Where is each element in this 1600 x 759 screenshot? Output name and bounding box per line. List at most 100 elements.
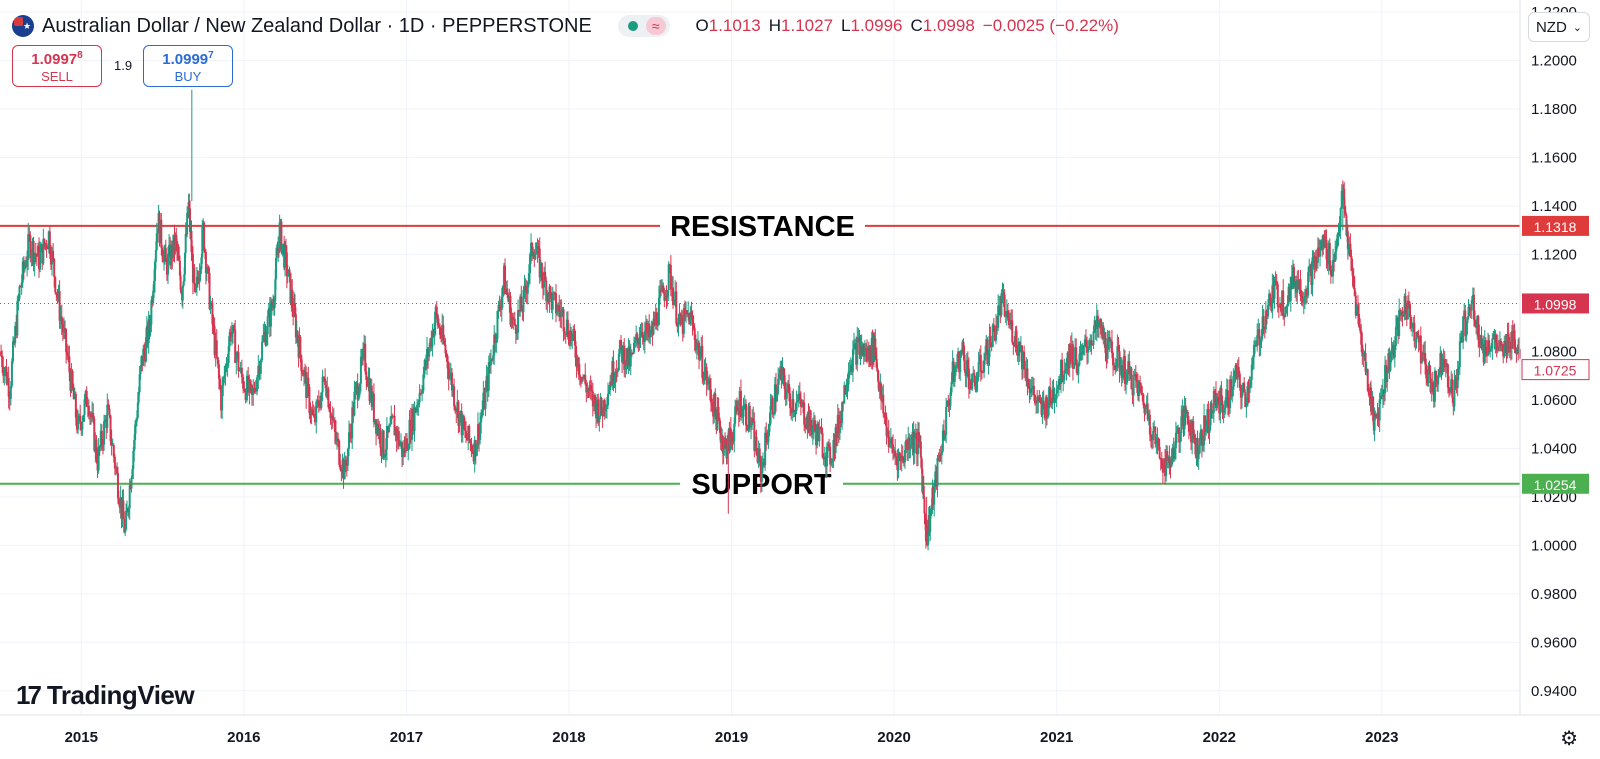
candle-body [278, 222, 281, 251]
candle-body [401, 441, 404, 457]
candle-body [986, 339, 989, 364]
candle-body [1365, 369, 1368, 372]
candle-body [1048, 387, 1051, 409]
candle-body [1314, 256, 1317, 270]
candle-body [152, 290, 155, 303]
candle-body [935, 471, 938, 487]
candle-body [1485, 351, 1488, 356]
candle-body [636, 333, 639, 340]
candle-body [916, 432, 919, 455]
candle-body [1435, 370, 1438, 379]
candle-body [457, 401, 460, 426]
candle-body [199, 268, 202, 274]
candle-body [534, 253, 537, 259]
y-tick-label: 1.2000 [1531, 53, 1577, 70]
candle-body [587, 389, 590, 391]
candle-body [1017, 341, 1020, 356]
candle-body [289, 273, 292, 304]
candle-body [1366, 369, 1369, 391]
candle-body [351, 407, 354, 439]
candle-body [1068, 344, 1071, 368]
candle-body [221, 385, 224, 411]
candle-body [338, 440, 341, 465]
currency-select[interactable]: NZD ⌄ [1528, 12, 1590, 42]
gear-icon[interactable]: ⚙ [1560, 728, 1578, 750]
candle-body [683, 308, 686, 315]
candle-body [1449, 391, 1452, 393]
candle-body [757, 448, 760, 463]
candle-body [444, 344, 447, 354]
candle-body [1427, 365, 1430, 384]
candle-body [5, 367, 8, 384]
candle-body [1135, 380, 1138, 383]
candle-body [662, 285, 665, 293]
candle-body [125, 510, 128, 530]
candle-body [1416, 331, 1419, 338]
candle-body [1045, 397, 1048, 418]
candle-body [247, 375, 250, 393]
candle-body [1039, 400, 1042, 403]
candle-body [644, 322, 647, 332]
candle-body [1180, 416, 1183, 433]
candle-body [698, 342, 701, 360]
candle-body [1265, 310, 1268, 317]
candle-body [1197, 453, 1200, 460]
candle-body [850, 365, 853, 372]
candle-body [1346, 231, 1349, 250]
candle-body [716, 406, 719, 430]
candle-body [798, 393, 801, 400]
candle-body [1178, 427, 1181, 443]
candle-body [1243, 382, 1246, 393]
candle-body [1208, 425, 1211, 433]
candle-body [182, 281, 185, 287]
candle-body [974, 382, 977, 390]
candle-body [1355, 306, 1358, 316]
candle-body [1216, 396, 1219, 408]
time-axis[interactable]: 2015 2016 2017 2018 2019 2020 2021 2022 2023 [65, 729, 1399, 746]
candle-body [734, 406, 737, 424]
candle-body [412, 408, 415, 432]
candle-body [834, 427, 837, 454]
candle-body [676, 323, 679, 327]
candle-body [866, 348, 869, 362]
candle-body [883, 413, 886, 416]
candle-body [829, 446, 832, 465]
buy-button[interactable]: 1.09997 BUY [143, 45, 233, 87]
candle-body [535, 253, 538, 255]
candle-body [489, 358, 492, 366]
y-tick-label: 1.0600 [1531, 392, 1577, 409]
candle-body [1070, 344, 1073, 362]
candle-body [1304, 289, 1307, 297]
market-status[interactable]: ≈ [617, 15, 670, 37]
candle-body [862, 343, 865, 357]
candle-body [284, 245, 287, 268]
candle-body [212, 324, 215, 327]
candle-body [641, 332, 644, 339]
x-tick-label: 2022 [1203, 729, 1236, 746]
candle-body [128, 485, 131, 509]
candle-body [1437, 375, 1440, 385]
candle-body [765, 432, 768, 439]
candle-body [690, 311, 693, 317]
candle-body [1271, 285, 1274, 311]
sell-button[interactable]: 1.09978 SELL [12, 45, 102, 87]
candle-body [474, 440, 477, 456]
candle-body [573, 329, 576, 341]
candle-body [310, 409, 313, 415]
candle-body [767, 431, 770, 443]
candle-body [103, 421, 106, 445]
candle-body [1344, 212, 1347, 216]
candle-body [776, 393, 779, 402]
ohlc-values: O1.1013 H1.1027 L1.0996 C1.0998 −0.0025 … [696, 16, 1119, 36]
candle-body [499, 308, 502, 310]
candle-body [1123, 356, 1126, 384]
candle-body [262, 335, 265, 342]
candle-body [1212, 390, 1215, 413]
price-axis[interactable]: 1.22001.20001.18001.16001.14001.12001.08… [1531, 4, 1577, 700]
candle-body [1480, 335, 1483, 349]
tradingview-logo[interactable]: 17 TradingView [16, 680, 195, 711]
candle-body [1056, 386, 1059, 389]
symbol-title[interactable]: Australian Dollar / New Zealand Dollar ·… [42, 14, 592, 37]
candle-body [1224, 397, 1227, 408]
